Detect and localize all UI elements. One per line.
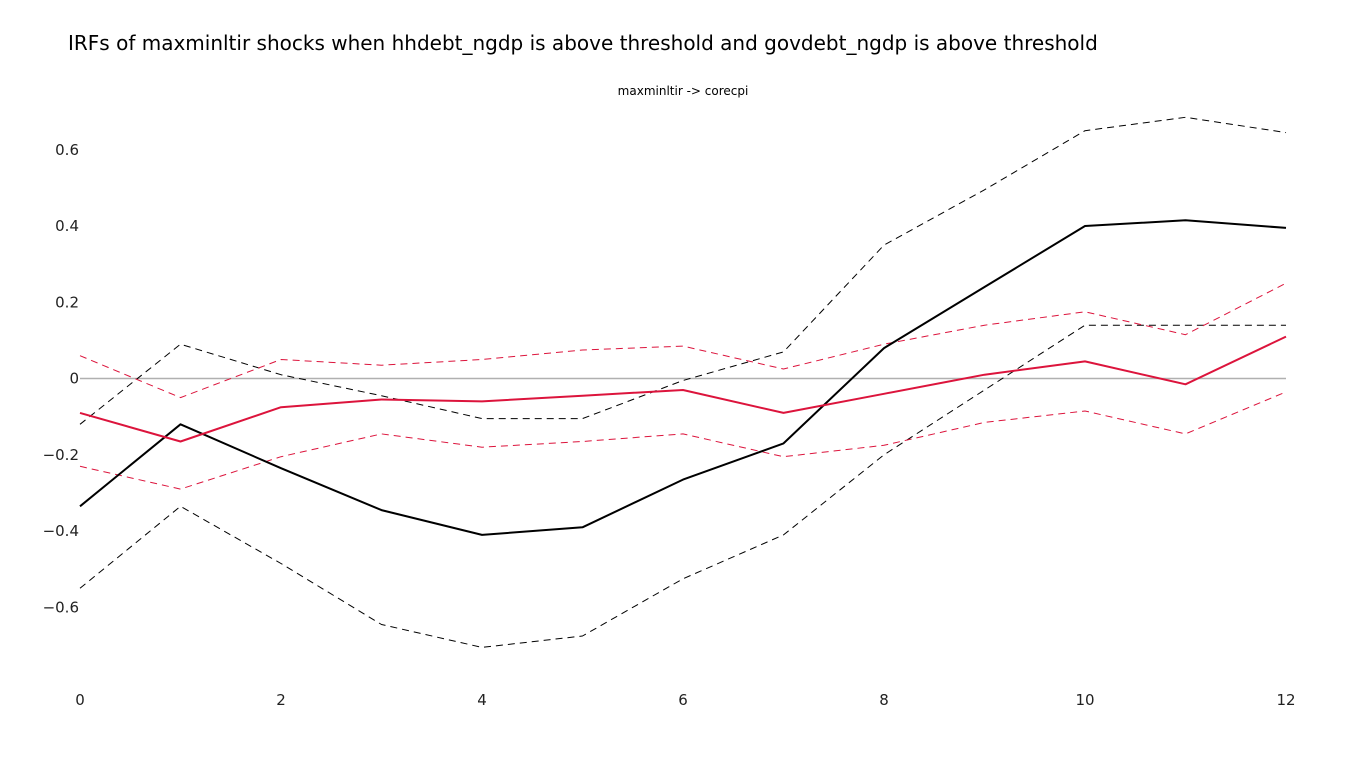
irf-line-5 (79, 335, 1287, 443)
x-tick-label: 6 (678, 691, 688, 709)
x-tick-label: 10 (1075, 691, 1094, 709)
confidence-band-line-0 (79, 116, 1287, 425)
confidence-band-line-2 (79, 282, 1287, 399)
y-tick-label: −0.4 (43, 522, 79, 540)
irf-line-4 (79, 219, 1287, 536)
y-axis-ticks: −0.6 −0.4 −0.2 0 0.2 0.4 0.6 (43, 141, 79, 617)
x-tick-label: 4 (477, 691, 487, 709)
series-layer (79, 116, 1287, 648)
y-tick-label: 0.4 (55, 217, 79, 235)
chart-title: IRFs of maxminltir shocks when hhdebt_ng… (68, 31, 1098, 55)
x-tick-label: 2 (276, 691, 286, 709)
y-tick-label: −0.2 (43, 446, 79, 464)
x-axis-ticks: 0 2 4 6 8 10 12 (75, 691, 1295, 709)
x-tick-label: 8 (879, 691, 889, 709)
y-tick-label: −0.6 (43, 598, 79, 616)
confidence-band-line-1 (79, 324, 1286, 648)
confidence-band-line-3 (79, 391, 1287, 490)
chart-subtitle: maxminltir -> corecpi (618, 84, 749, 98)
x-tick-label: 0 (75, 691, 85, 709)
y-tick-label: 0.6 (55, 141, 79, 159)
x-tick-label: 12 (1276, 691, 1295, 709)
y-tick-label: 0 (69, 370, 79, 388)
y-tick-label: 0.2 (55, 293, 79, 311)
